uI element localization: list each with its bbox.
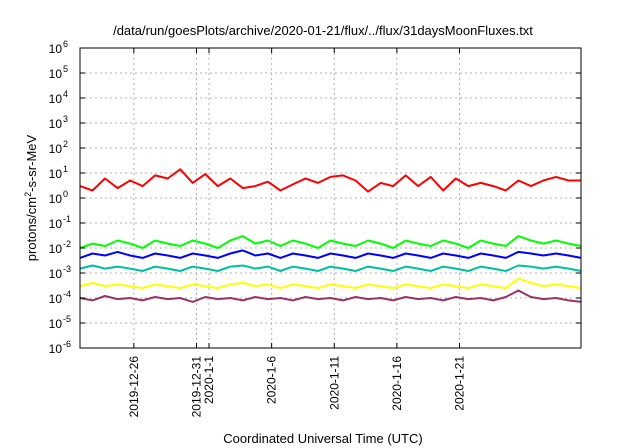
y-tick-label: 10	[49, 317, 63, 331]
y-tick-label-exponent: 0	[63, 189, 68, 199]
y-tick-label: 10	[49, 342, 63, 356]
y-tick-label-exponent: 1	[63, 164, 68, 174]
y-tick-label: 10	[49, 92, 63, 106]
y-tick-label-exponent: 5	[63, 64, 68, 74]
chart-title: /data/run/goesPlots/archive/2020-01-21/f…	[113, 23, 533, 38]
y-tick-label-exponent: -5	[63, 314, 71, 324]
y-tick-label-exponent: 3	[63, 114, 68, 124]
y-axis-label-rest: -s-sr-MeV	[24, 134, 39, 191]
y-tick-label-exponent: -2	[63, 239, 71, 249]
y-tick-label: 10	[49, 192, 63, 206]
y-tick-label-exponent: -1	[63, 214, 71, 224]
y-axis: 10 -610 -510 -410 -310 -210 -110 010 110 210 310 41…	[49, 39, 581, 356]
y-tick-label: 10	[49, 242, 63, 256]
y-tick-label-exponent: 4	[63, 89, 68, 99]
y-axis-label-main: protons/cm	[24, 197, 39, 261]
y-tick-label: 10	[49, 67, 63, 81]
y-tick-label-exponent: -6	[63, 339, 71, 349]
y-axis-label-sup: 2	[23, 192, 33, 197]
y-tick-label: 10	[49, 267, 63, 281]
series-line-4	[79, 264, 582, 272]
x-tick-label: 2020-1-6	[265, 356, 279, 404]
series-line-2	[79, 235, 582, 249]
x-axis-label: Coordinated Universal Time (UTC)	[223, 431, 422, 446]
x-tick-label: 2020-1-16	[390, 356, 404, 411]
series-group	[79, 168, 582, 303]
y-tick-label: 10	[49, 42, 63, 56]
y-tick-label-exponent: 6	[63, 39, 68, 49]
y-tick-label: 10	[49, 292, 63, 306]
y-tick-label-exponent: -3	[63, 264, 71, 274]
x-tick-label: 2020-1-21	[453, 356, 467, 411]
series-line-5	[79, 277, 582, 290]
y-tick-label: 10	[49, 167, 63, 181]
series-line-3	[79, 249, 582, 259]
x-tick-label: 2020-1-1	[202, 356, 216, 404]
y-tick-label: 10	[49, 117, 63, 131]
x-tick-label: 2020-1-11	[327, 356, 341, 410]
x-tick-label: 2019-12-26	[127, 356, 141, 418]
y-tick-label: 10	[49, 217, 63, 231]
series-line-1	[79, 168, 581, 193]
series-line-6	[79, 289, 582, 303]
y-axis-label: protons/cm2-s-sr-MeV	[23, 134, 39, 261]
x-tick-label: 2019-12-31	[189, 356, 203, 418]
grid	[80, 48, 581, 348]
y-tick-label-exponent: 2	[63, 139, 68, 149]
y-tick-label: 10	[49, 142, 63, 156]
y-tick-label-exponent: -4	[63, 289, 71, 299]
